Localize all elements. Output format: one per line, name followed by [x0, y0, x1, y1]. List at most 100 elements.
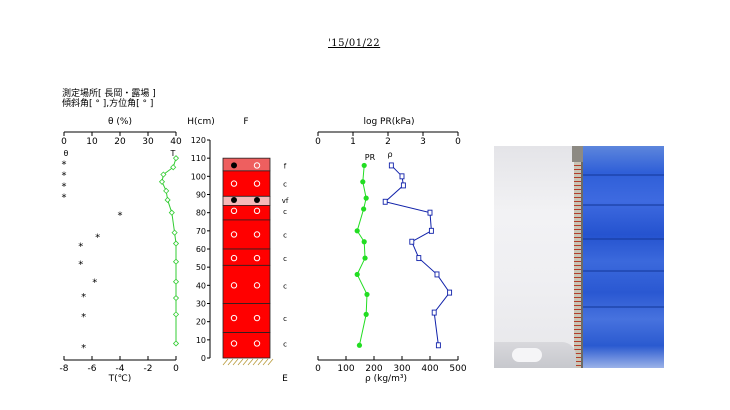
pr-point	[362, 255, 368, 261]
temperature-point	[164, 196, 171, 204]
temperature-tick-label: -6	[88, 364, 97, 374]
density-point	[416, 255, 422, 262]
density-point	[431, 309, 437, 316]
log-pr-tick-label: 3	[420, 137, 426, 147]
temperature-point	[172, 240, 180, 247]
grain-shape-open-icon	[230, 207, 238, 215]
dyed-snow-layers	[582, 146, 664, 368]
height-tick-label: 60	[196, 245, 206, 254]
grain-size-label: c	[283, 208, 287, 216]
grain-shape-open-icon	[230, 180, 238, 187]
density-tick-label: 200	[365, 364, 382, 374]
pr-point	[363, 311, 369, 317]
temperature-tick-label: -8	[60, 364, 69, 374]
theta-point: *	[62, 160, 67, 171]
grain-shape-open-icon	[230, 231, 238, 238]
date-label: '15/01/22	[328, 38, 381, 49]
snow-layer	[222, 264, 271, 304]
density-point	[400, 182, 406, 189]
pr-point	[363, 195, 369, 201]
snow-layer	[222, 195, 271, 206]
temperature-point	[172, 155, 180, 162]
height-tick-label: 10	[196, 336, 206, 345]
grain-shape-filled-icon	[231, 196, 237, 203]
grain-size-label: vf	[282, 197, 289, 205]
e-label: E	[282, 374, 288, 384]
temperature-axis-label: T(℃)	[108, 374, 132, 384]
theta-point: *	[81, 343, 86, 354]
theta-tick-label: 0	[61, 137, 67, 147]
grain-size-label: c	[283, 315, 287, 323]
theta-tick-label: 30	[142, 137, 154, 147]
density-point	[382, 198, 388, 205]
grain-size-label: c	[283, 255, 287, 263]
density-point	[447, 289, 453, 296]
hardness-column-label: F	[243, 117, 248, 127]
density-tick-label: 100	[337, 364, 354, 374]
grain-size-label: c	[283, 181, 287, 189]
density-point	[409, 238, 415, 245]
temperature-point	[158, 178, 166, 185]
temperature-line	[161, 158, 177, 344]
log-pr-tick-label: 0	[455, 137, 461, 147]
grain-shape-open-icon	[253, 207, 261, 215]
theta-tick-label: 40	[170, 137, 182, 147]
snow-layer	[222, 303, 271, 333]
grain-shape-open-icon	[253, 162, 261, 169]
grain-shape-open-icon	[230, 340, 238, 347]
grain-shape-open-icon	[230, 254, 238, 262]
density-point	[399, 173, 405, 180]
theta-point: *	[78, 260, 83, 271]
pr-point	[364, 291, 370, 298]
theta-axis-label: θ (%)	[108, 117, 132, 127]
grain-shape-filled-icon	[231, 162, 237, 169]
ground-hatch	[267, 358, 274, 366]
ground-hatch	[237, 358, 244, 366]
density-point	[434, 271, 440, 278]
pr-point	[361, 239, 367, 245]
ground-hatch	[227, 358, 234, 366]
log-pr-tick-label: 2	[385, 137, 391, 147]
temperature-point	[172, 311, 180, 318]
snow-pit-photo	[494, 146, 664, 368]
density-point	[435, 342, 441, 349]
measuring-ruler	[574, 146, 581, 368]
density-tick-label: 300	[393, 364, 410, 374]
temperature-point	[171, 229, 178, 236]
grain-size-label: c	[283, 340, 287, 348]
temperature-tick-label: -2	[144, 364, 153, 374]
density-point	[388, 162, 394, 169]
log-pr-tick-label: 0	[315, 137, 321, 147]
theta-marker-label: θ	[64, 149, 69, 158]
height-tick-label: 70	[196, 227, 206, 236]
snow-layer	[222, 248, 271, 266]
ground-hatch	[257, 358, 264, 366]
height-tick-label: 90	[196, 191, 206, 200]
snow-lump	[512, 348, 542, 362]
pr-point	[361, 162, 367, 169]
t-marker-label: T	[170, 149, 176, 158]
theta-point: *	[95, 232, 100, 243]
grain-size-label: c	[283, 282, 287, 290]
pr-line	[356, 165, 368, 346]
grain-shape-open-icon	[253, 231, 261, 238]
theta-point: *	[78, 241, 83, 252]
theta-point: *	[81, 292, 86, 303]
theta-tick-label: 20	[114, 137, 126, 147]
height-tick-label: 100	[191, 172, 206, 181]
density-tick-label: 500	[449, 364, 466, 374]
grain-shape-open-icon	[253, 340, 261, 347]
temperature-point	[172, 258, 180, 265]
pr-point	[356, 342, 363, 348]
temperature-point	[160, 171, 167, 178]
snow-layer	[222, 204, 271, 221]
grain-shape-filled-icon	[254, 196, 260, 203]
height-axis-label: H(cm)	[187, 117, 215, 127]
temperature-point	[170, 164, 177, 171]
grain-size-label: f	[284, 162, 287, 170]
location-label: 測定場所[ 長岡・露場 ]	[62, 89, 156, 99]
snow-layer	[222, 170, 271, 197]
pr-point	[354, 228, 360, 234]
grain-shape-open-icon	[253, 180, 261, 187]
